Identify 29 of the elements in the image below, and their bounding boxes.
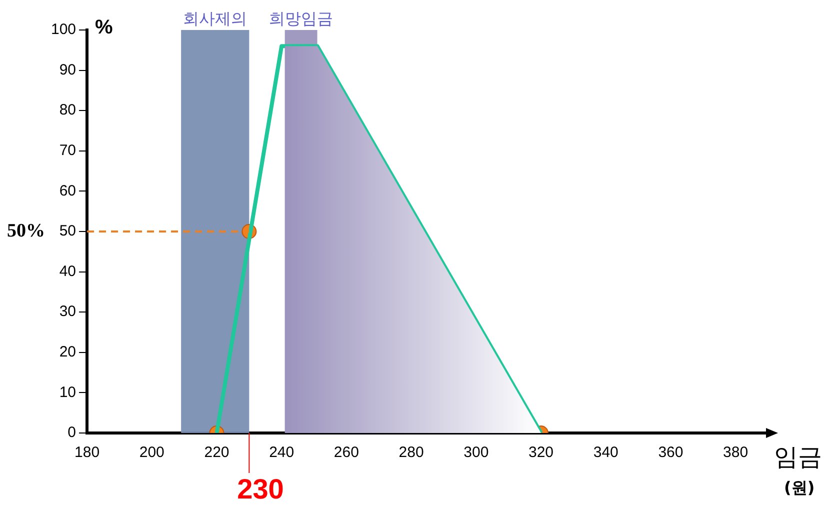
x-tick-label: 280	[398, 444, 424, 462]
text: (원)	[784, 478, 815, 498]
x-tick-label: 340	[593, 444, 618, 462]
x-tick-label: 180	[74, 444, 100, 462]
band-label: 희망임금	[269, 9, 334, 28]
ref-line-label: 50%	[7, 220, 46, 242]
y-tick-label: 30	[59, 303, 76, 320]
band-label: 회사제의	[183, 9, 248, 28]
y-tick-label: 40	[59, 262, 76, 280]
x-tick-label: 300	[464, 444, 489, 462]
x-tick-label: 240	[269, 444, 294, 462]
y-tick-label: 0	[68, 424, 76, 442]
x-tick-label: 220	[204, 444, 230, 462]
ref-line-label: 230	[237, 474, 284, 505]
y-tick-label: 90	[59, 61, 76, 78]
x-axis-title: 임금	[774, 443, 822, 472]
y-tick-label: 60	[59, 182, 76, 200]
x-tick-label: 260	[334, 444, 359, 462]
y-tick-label: 100	[50, 21, 76, 38]
y-tick-label: 80	[59, 102, 76, 119]
y-tick-label: 50	[59, 222, 76, 240]
y-tick-label: 10	[59, 384, 76, 401]
x-tick-label: 360	[658, 444, 684, 462]
x-tick-label: 320	[528, 444, 554, 462]
y-tick-label: 20	[59, 344, 76, 361]
x-tick-label: 200	[139, 444, 164, 462]
x-tick-label: 380	[723, 444, 748, 462]
y-tick-label: 70	[59, 142, 76, 160]
y-axis-title: %	[95, 16, 114, 39]
